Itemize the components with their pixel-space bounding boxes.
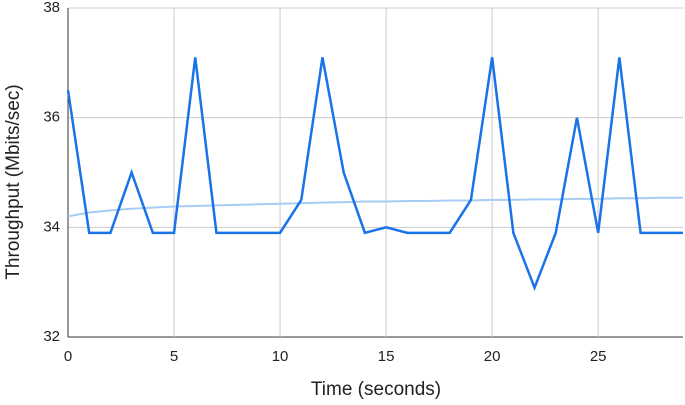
x-tick-label: 20 bbox=[484, 348, 501, 365]
y-tick-label: 32 bbox=[43, 328, 60, 345]
x-tick-label: 10 bbox=[272, 348, 289, 365]
x-axis-title: Time (seconds) bbox=[311, 379, 441, 400]
y-axis-title: Throughput (Mbits/sec) bbox=[3, 84, 24, 279]
y-tick-label: 36 bbox=[43, 109, 60, 126]
y-tick-label: 34 bbox=[43, 218, 60, 235]
x-tick-label: 25 bbox=[590, 348, 607, 365]
y-tick-label: 38 bbox=[43, 0, 60, 16]
data-line bbox=[67, 196, 683, 218]
x-tick-label: 0 bbox=[64, 348, 72, 365]
x-tick-label: 15 bbox=[378, 348, 395, 365]
data-line bbox=[66, 57, 683, 292]
x-tick-label: 5 bbox=[170, 348, 178, 365]
